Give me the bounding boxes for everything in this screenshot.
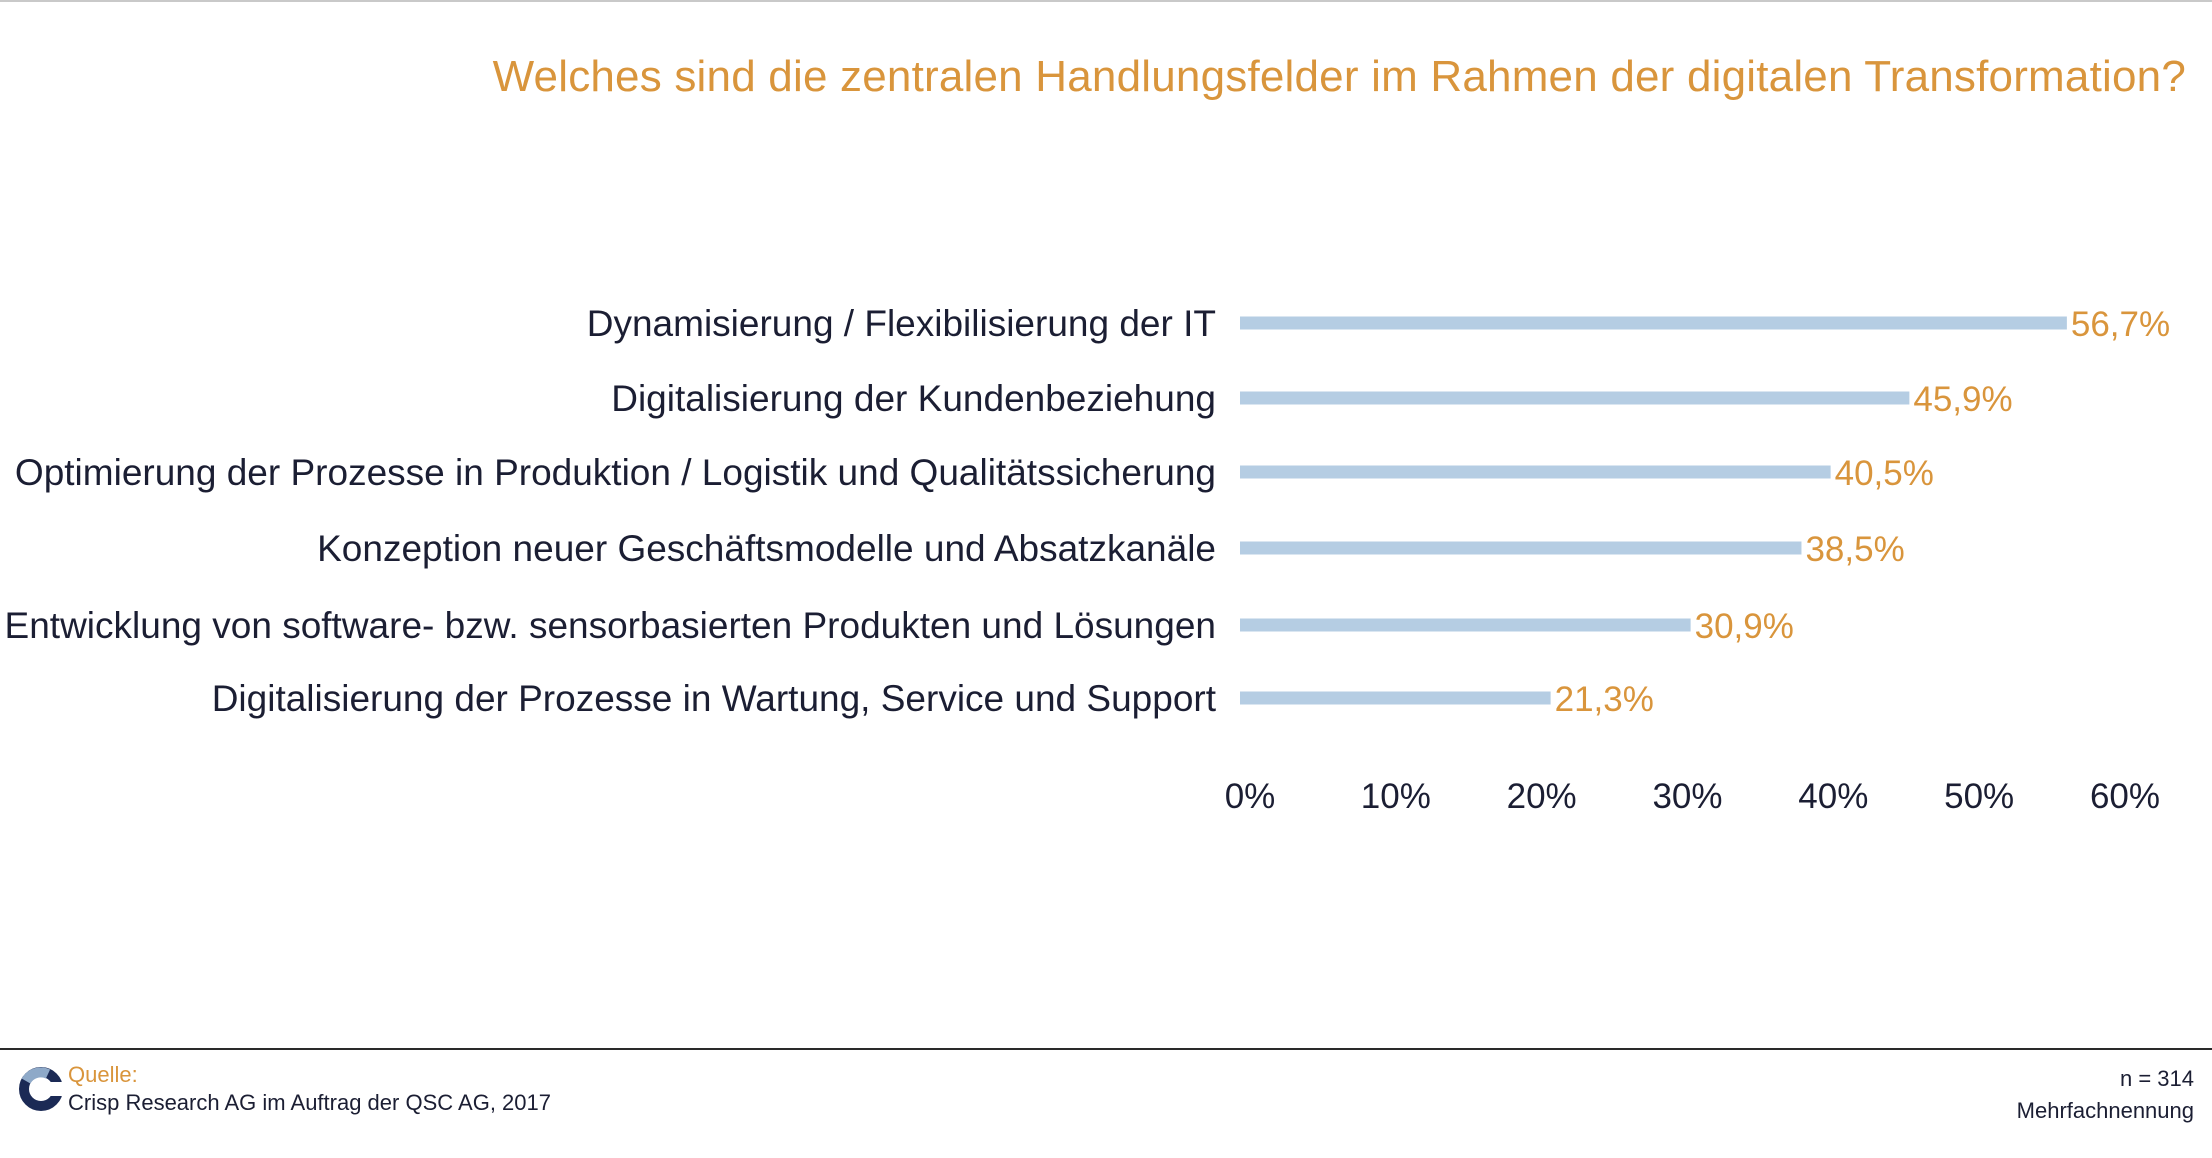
x-tick-label-50: 50%	[1944, 777, 2014, 816]
bar-1	[1240, 316, 2067, 330]
category-label-2: Digitalisierung der Kundenbeziehung	[611, 378, 1216, 419]
category-label-6: Digitalisierung der Prozesse in Wartung,…	[212, 678, 1217, 719]
bar-2	[1240, 391, 1910, 405]
top-rule	[0, 0, 2212, 2]
crisp-logo-icon	[19, 1067, 64, 1111]
footer-rule	[0, 1048, 2212, 1050]
bar-5	[1240, 618, 1691, 632]
x-tick-label-20: 20%	[1507, 777, 1577, 816]
x-tick-label-0: 0%	[1225, 777, 1276, 816]
sample-size: n = 314	[2119, 1066, 2194, 1091]
x-tick-label-40: 40%	[1798, 777, 1868, 816]
value-label-4: 38,5%	[1805, 530, 1904, 569]
x-tick-label-10: 10%	[1361, 777, 1431, 816]
bar-4	[1240, 541, 1802, 555]
bars-layer	[1240, 316, 2067, 705]
bar-3	[1240, 465, 1831, 479]
source-text: Crisp Research AG im Auftrag der QSC AG,…	[68, 1090, 551, 1115]
bar-chart: Dynamisierung / Flexibilisierung der IT 5…	[5, 303, 2171, 816]
value-label-6: 21,3%	[1555, 680, 1654, 719]
multiple-answers-note: Mehrfachnennung	[2016, 1098, 2194, 1123]
x-tick-label-60: 60%	[2090, 777, 2160, 816]
source-label: Quelle:	[68, 1062, 138, 1087]
chart-title: Welches sind die zentralen Handlungsfeld…	[492, 52, 2186, 101]
category-label-5: Entwicklung von software- bzw. sensorbas…	[5, 605, 1216, 646]
ticks-layer: 0% 10% 20% 30% 40% 50% 60%	[1225, 777, 2160, 816]
category-label-3: Optimierung der Prozesse in Produktion /…	[15, 452, 1216, 493]
x-tick-label-30: 30%	[1652, 777, 1722, 816]
value-label-2: 45,9%	[1913, 380, 2012, 419]
value-label-3: 40,5%	[1835, 454, 1934, 493]
value-label-1: 56,7%	[2071, 305, 2170, 344]
value-label-5: 30,9%	[1695, 607, 1794, 646]
category-label-4: Konzeption neuer Geschäftsmodelle und Ab…	[317, 528, 1216, 569]
category-label-1: Dynamisierung / Flexibilisierung der IT	[587, 303, 1216, 344]
bar-6	[1240, 691, 1551, 705]
labels-layer: Dynamisierung / Flexibilisierung der IT 5…	[5, 303, 2171, 719]
